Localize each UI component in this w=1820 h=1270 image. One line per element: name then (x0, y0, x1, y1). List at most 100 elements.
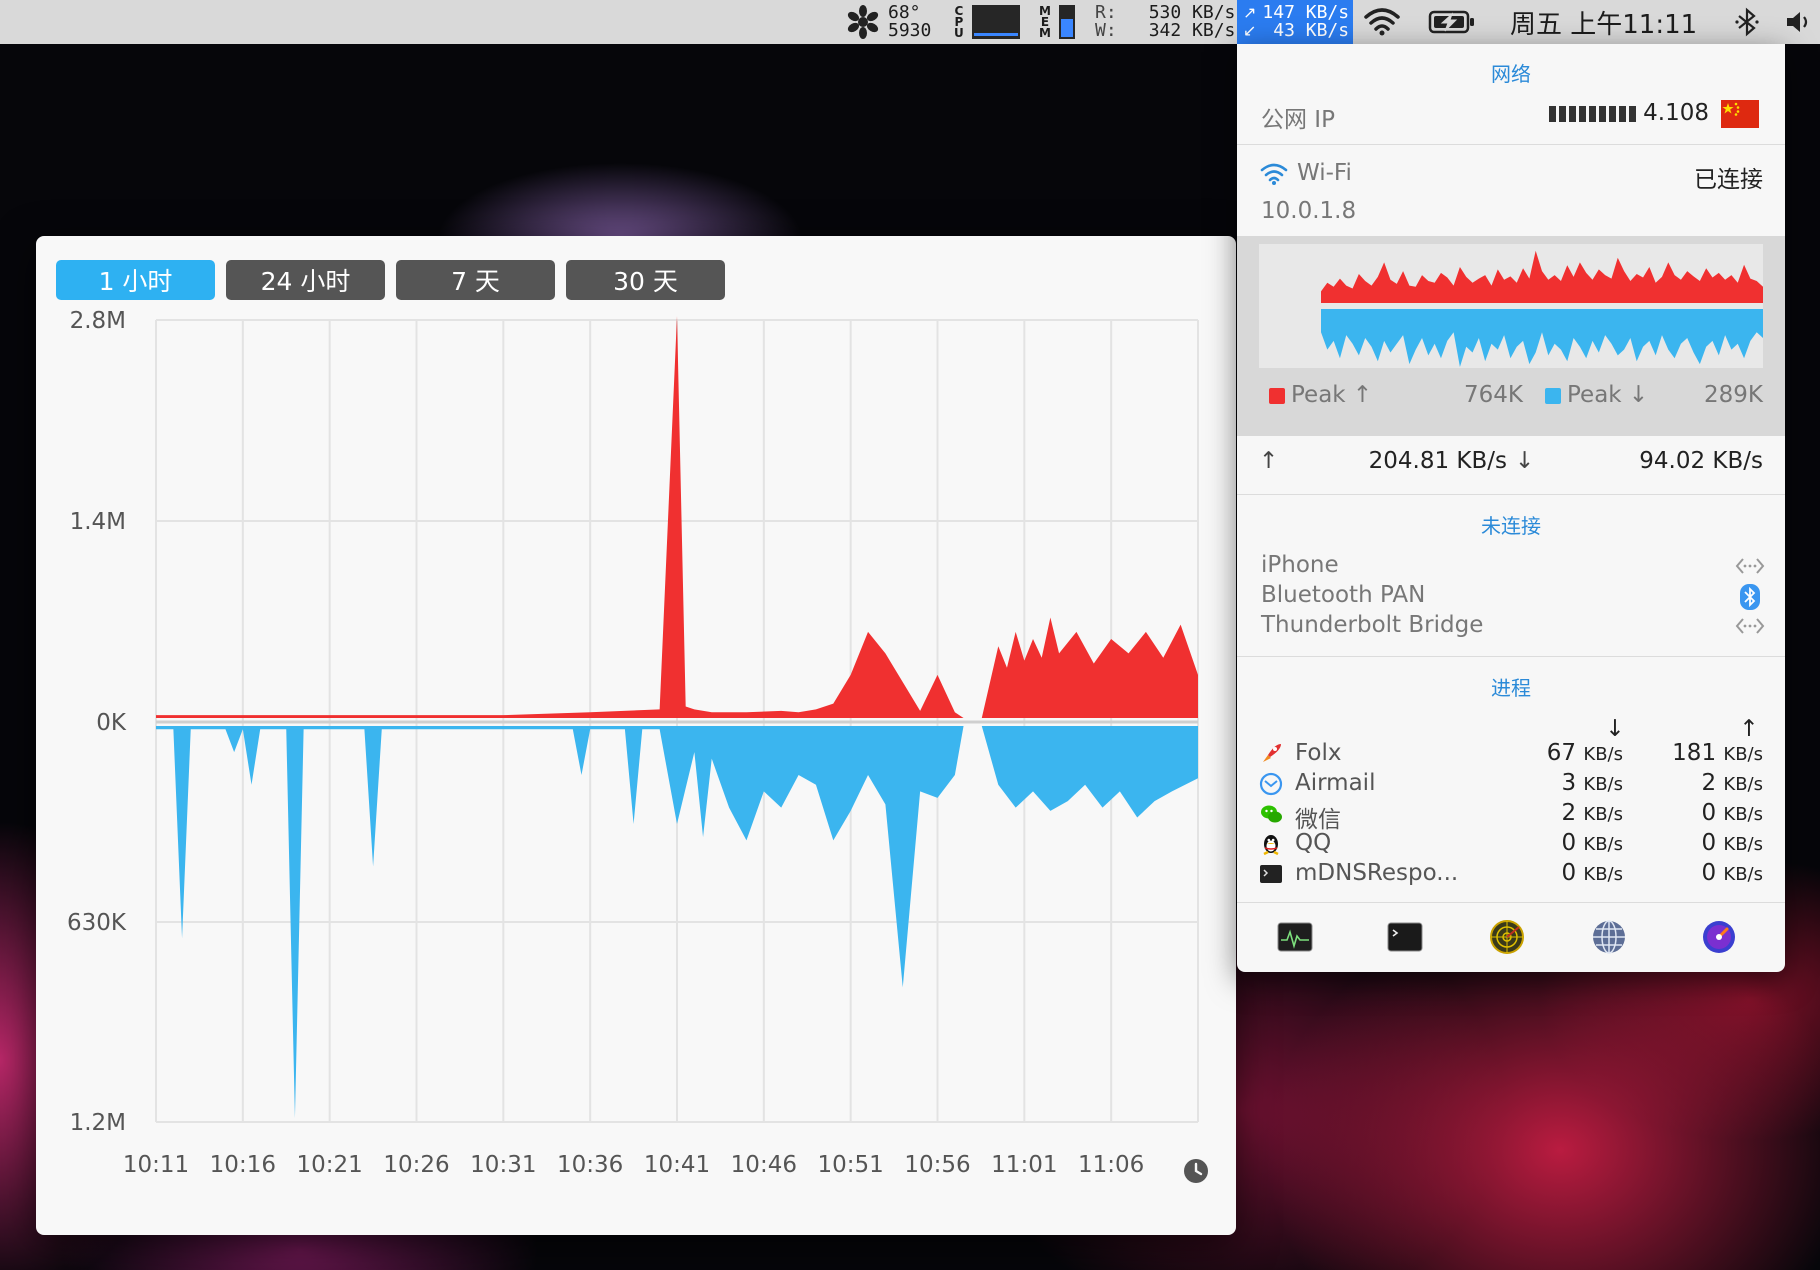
process-row-airmail[interactable]: Airmail 3 KB/s 2 KB/s (1259, 770, 1763, 800)
process-download: 0 KB/s (1561, 860, 1623, 886)
x-tick-label: 10:41 (644, 1152, 710, 1178)
peak-down-label: Peak ↓ (1567, 382, 1649, 408)
range-button-7d[interactable]: 7 天 (396, 260, 555, 300)
public-ip-suffix: 4.108 (1643, 100, 1709, 126)
wifi-menu[interactable] (1362, 0, 1402, 44)
x-tick-label: 10:46 (731, 1152, 797, 1178)
disk-status[interactable]: R: W: 530 KB/s 342 KB/s (1095, 0, 1235, 44)
temp-value: 68° (888, 2, 921, 23)
mini-download-area (1321, 309, 1763, 367)
wechat-icon (1261, 805, 1282, 823)
upload-area (156, 316, 964, 718)
unit: KB/s (1583, 774, 1623, 795)
history-window: 1 小时 24 小时 7 天 30 天 2.8M 1.4M 0K 630K 1.2M 10… (36, 236, 1236, 1235)
updown-arrows-icon: ↗ ↙ (1243, 3, 1257, 40)
public-ip-label: 公网 IP (1261, 107, 1335, 133)
upload-legend-swatch (1269, 388, 1285, 404)
process-download-header: ↓ (1605, 716, 1625, 742)
interface-thunderbolt-bridge[interactable]: Thunderbolt Bridge (1261, 612, 1484, 638)
peak-up-label: Peak ↑ (1291, 382, 1373, 408)
download-arrow-icon: ↓ (1515, 448, 1535, 474)
process-name: mDNSRespo... (1295, 860, 1459, 886)
process-row-wechat[interactable]: 微信 2 KB/s 0 KB/s (1259, 800, 1763, 833)
process-upload-value: 0 (1701, 860, 1717, 886)
process-download-value: 67 (1546, 740, 1577, 766)
x-tick-label: 11:01 (991, 1152, 1057, 1178)
bluetooth-icon (1735, 7, 1759, 37)
upload-area (981, 617, 1198, 718)
x-tick-label: 10:21 (297, 1152, 363, 1178)
process-upload-value: 0 (1701, 830, 1717, 856)
battery-menu[interactable] (1428, 0, 1476, 44)
x-tick-label: 10:11 (123, 1152, 189, 1178)
interface-bluetooth-pan[interactable]: Bluetooth PAN (1261, 582, 1426, 608)
network-status[interactable]: ↗ ↙ 147 KB/s 43 KB/s (1237, 0, 1353, 44)
realtime-traffic-chart (1259, 244, 1763, 368)
temp-fan-status[interactable]: 68° 5930 (846, 0, 931, 44)
process-row-qq[interactable]: QQ 0 KB/s 0 KB/s (1259, 830, 1763, 860)
range-button-30d[interactable]: 30 天 (566, 260, 725, 300)
process-upload: 0 KB/s (1701, 860, 1763, 886)
process-upload: 2 KB/s (1701, 770, 1763, 796)
local-ip[interactable]: 10.0.1.8 (1261, 198, 1357, 224)
bluetooth-menu[interactable] (1735, 0, 1759, 44)
process-upload: 0 KB/s (1701, 830, 1763, 856)
x-tick-label: 10:36 (557, 1152, 623, 1178)
range-button-24h[interactable]: 24 小时 (226, 260, 385, 300)
unit: KB/s (1723, 804, 1763, 825)
process-download: 2 KB/s (1561, 800, 1623, 826)
network-utility-icon[interactable] (1591, 919, 1627, 955)
process-upload-value: 181 (1672, 740, 1717, 766)
y-tick-label: 1.2M (70, 1110, 126, 1136)
process-download-value: 0 (1561, 830, 1577, 856)
unit: KB/s (1583, 834, 1623, 855)
peak-down-value: 289K (1704, 382, 1763, 408)
x-tick-label: 10:16 (210, 1152, 276, 1178)
y-tick-label: 630K (67, 910, 127, 936)
process-upload: 0 KB/s (1701, 800, 1763, 826)
terminal-icon (1260, 865, 1282, 883)
peak-up-value: 764K (1464, 382, 1523, 408)
process-row-mdnsresponder[interactable]: mDNSRespo... 0 KB/s 0 KB/s (1259, 860, 1763, 890)
interface-iphone[interactable]: iPhone (1261, 552, 1339, 578)
ethernet-icon (1735, 558, 1765, 574)
clock-icon[interactable] (1183, 1158, 1209, 1184)
x-tick-label: 10:51 (818, 1152, 884, 1178)
ip-redacted (1549, 105, 1640, 122)
bandwidth-history-chart: 2.8M 1.4M 0K 630K 1.2M 10:11 10:16 10:21 10:26 10… (67, 308, 1199, 1178)
airmail-icon (1259, 772, 1283, 796)
ethernet-icon (1735, 618, 1765, 634)
x-tick-label: 10:26 (383, 1152, 449, 1178)
disk-write-value: 342 KB/s (1148, 20, 1236, 41)
memory-bar (1058, 5, 1075, 39)
wifi-icon (1364, 8, 1400, 36)
terminal-icon[interactable] (1387, 922, 1423, 952)
unit: KB/s (1583, 744, 1623, 765)
network-panel: 网络 公网 IP 4.108 Wi-Fi 已连接 10.0.1.8 Peak ↑… (1237, 44, 1785, 972)
process-upload: 181 KB/s (1672, 740, 1763, 766)
process-download: 67 KB/s (1547, 740, 1623, 766)
process-download: 0 KB/s (1561, 830, 1623, 856)
network-radar-icon[interactable] (1489, 919, 1525, 955)
clock[interactable]: 周五 上午11:11 (1510, 9, 1698, 40)
volume-menu[interactable] (1784, 0, 1814, 44)
public-ip-value[interactable]: 4.108 (1533, 100, 1709, 126)
qq-penguin-icon (1263, 835, 1279, 856)
range-button-1h[interactable]: 1 小时 (56, 260, 215, 300)
y-tick-label: 1.4M (70, 509, 126, 535)
download-area (156, 726, 964, 1118)
istat-icon[interactable] (1701, 919, 1737, 955)
process-row-folx[interactable]: Folx 67 KB/s 181 KB/s (1259, 740, 1763, 770)
x-tick-label: 10:56 (904, 1152, 970, 1178)
download-speed: 94.02 KB/s (1639, 448, 1763, 474)
process-name: Folx (1295, 740, 1342, 766)
unit: KB/s (1723, 834, 1763, 855)
unit: KB/s (1583, 864, 1623, 885)
activity-monitor-icon[interactable] (1277, 922, 1313, 952)
process-section-title: 进程 (1491, 676, 1531, 700)
net-up-value: 147 KB/s (1262, 2, 1350, 23)
